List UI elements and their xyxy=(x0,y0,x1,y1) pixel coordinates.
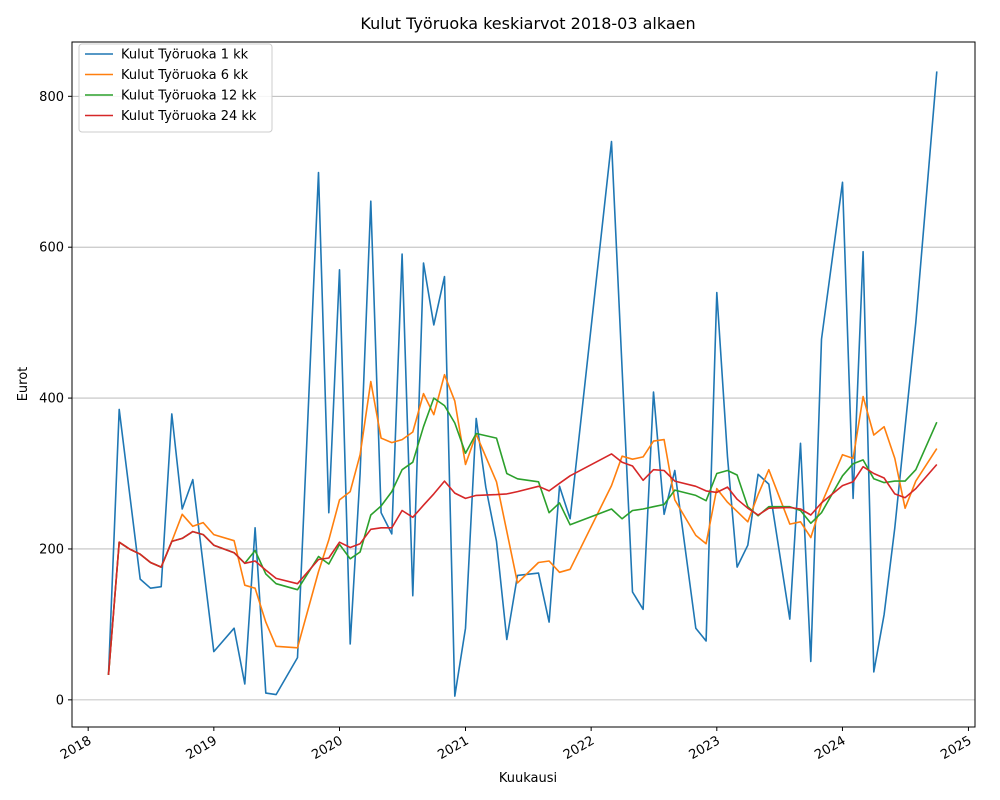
legend: Kulut Työruoka 1 kk Kulut Työruoka 6 kk Ku… xyxy=(78,43,273,133)
y-tick-label: 0 xyxy=(56,693,64,708)
series-lines xyxy=(107,71,938,697)
y-tick-label: 600 xyxy=(39,241,64,256)
plot-frame xyxy=(71,41,976,728)
series-line-4 xyxy=(107,453,938,675)
y-tick-label: 400 xyxy=(39,392,64,407)
y-tick-label: 200 xyxy=(39,542,64,557)
y-tick-label: 800 xyxy=(39,90,64,105)
y-axis-ticks: 0 200 400 600 800 xyxy=(39,90,72,708)
legend-entry: Kulut Työruoka 6 kk xyxy=(121,68,249,83)
legend-entry: Kulut Työruoka 12 kk xyxy=(121,89,257,104)
chart-title: Kulut Työruoka keskiarvot 2018-03 alkaen xyxy=(360,14,695,33)
legend-entry: Kulut Työruoka 24 kk xyxy=(121,109,257,124)
series-line-1 xyxy=(107,71,938,697)
y-axis-label: Eurot xyxy=(16,367,31,402)
legend-box xyxy=(78,43,273,133)
series-line-2 xyxy=(107,373,938,675)
legend-entry: Kulut Työruoka 1 kk xyxy=(121,48,249,63)
x-axis-label: Kuukausi xyxy=(499,771,557,786)
